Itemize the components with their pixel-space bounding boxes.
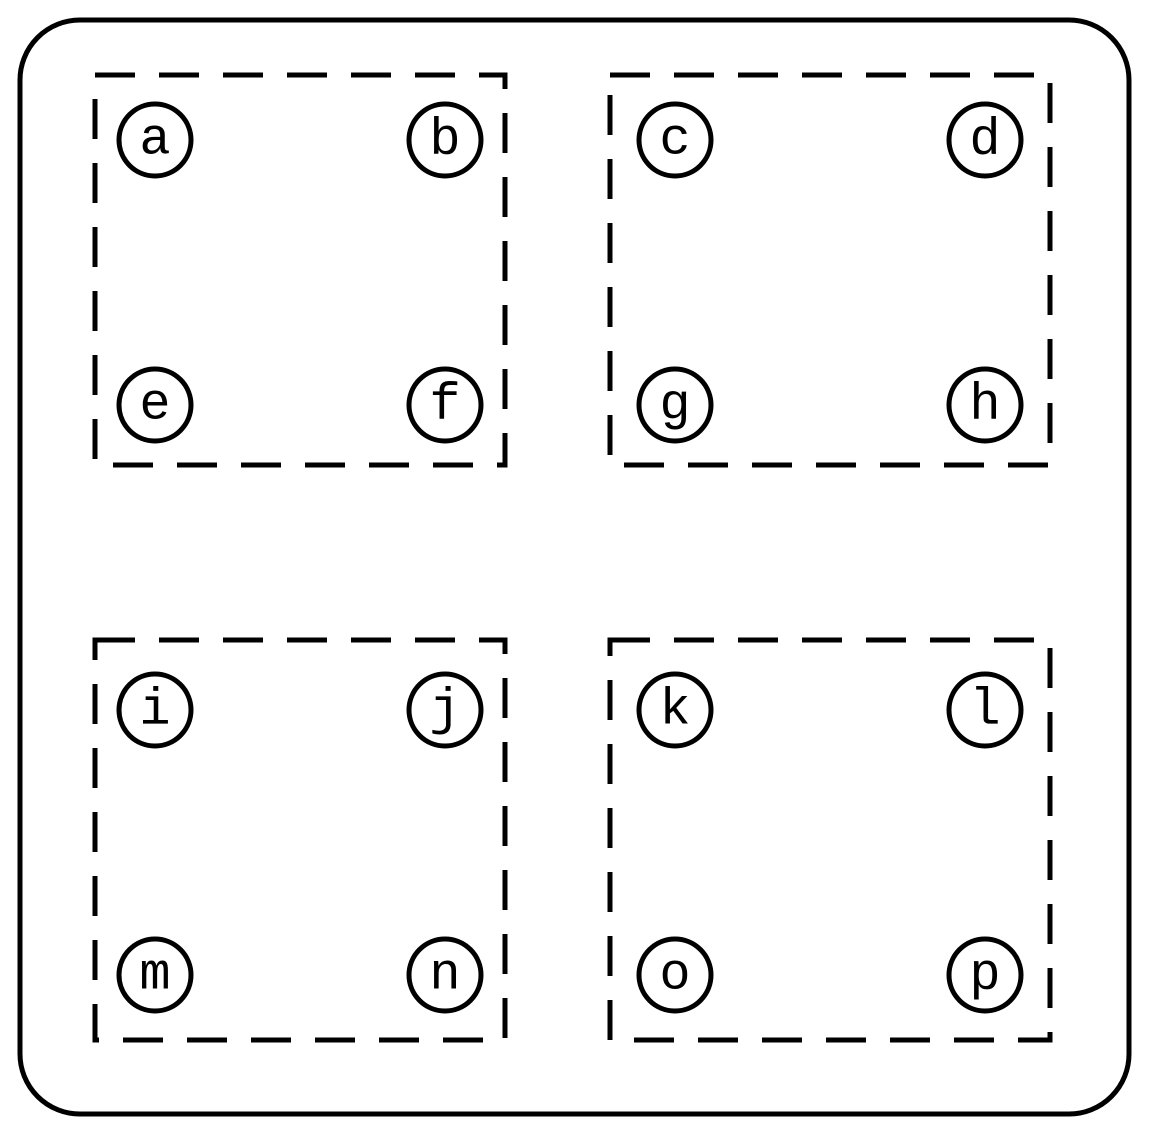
node-k-label: k xyxy=(659,681,690,740)
node-group-diagram: a b e f c d g h i j m n k l o p xyxy=(0,0,1149,1134)
group-tr: c d g h xyxy=(610,75,1050,465)
group-bl: i j m n xyxy=(95,640,505,1040)
group-br: k l o p xyxy=(610,640,1050,1040)
node-l-label: l xyxy=(969,681,1000,740)
node-m-label: m xyxy=(139,946,170,1005)
node-g-label: g xyxy=(659,376,690,435)
node-n-label: n xyxy=(429,946,460,1005)
node-c-label: c xyxy=(659,111,690,170)
node-o-label: o xyxy=(659,946,690,1005)
node-f-label: f xyxy=(429,376,460,435)
node-b-label: b xyxy=(429,111,460,170)
node-d-label: d xyxy=(969,111,1000,170)
node-e-label: e xyxy=(139,376,170,435)
node-i-label: i xyxy=(139,681,170,740)
node-p-label: p xyxy=(969,946,1000,1005)
node-j-label: j xyxy=(429,681,460,740)
node-a-label: a xyxy=(139,111,170,170)
node-h-label: h xyxy=(969,376,1000,435)
group-tl: a b e f xyxy=(95,75,505,465)
